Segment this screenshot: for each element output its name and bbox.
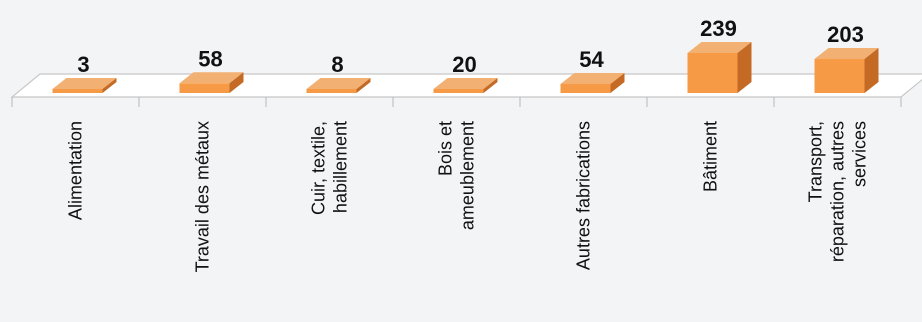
axis-ticks — [11, 97, 902, 107]
data-label: 3 — [77, 52, 89, 77]
bar — [433, 78, 498, 93]
data-label: 20 — [452, 52, 476, 77]
data-label: 54 — [579, 47, 604, 72]
bar-front — [814, 59, 865, 93]
tick-label: Transport, réparation, autres services — [806, 121, 870, 262]
value-labels: 3 58 8 20 54 239 203 — [77, 16, 863, 77]
bar-front — [433, 89, 484, 93]
tick-label: Travail des métaux — [193, 121, 213, 272]
category-labels: Alimentation Travail des métaux Cuir, text… — [66, 121, 870, 272]
bar — [179, 72, 244, 93]
bar-front — [687, 53, 738, 93]
bars — [52, 42, 879, 93]
bar-side — [356, 78, 371, 93]
tick-label: Autres fabrications — [574, 121, 594, 270]
bar-top — [687, 42, 752, 53]
tick-label: Bâtiment — [701, 121, 721, 192]
bar-top — [179, 72, 244, 84]
bar-side — [102, 78, 117, 93]
bar-front — [560, 83, 611, 93]
bar — [306, 78, 371, 93]
tick-label: Bois et ameublement — [436, 121, 478, 230]
bar — [814, 48, 879, 93]
bar-front — [52, 89, 103, 93]
bar-side — [737, 42, 752, 93]
data-label: 8 — [331, 52, 343, 77]
bar-top — [52, 78, 117, 89]
bar-front — [306, 89, 357, 93]
bar-side — [483, 78, 498, 93]
tick-label: Alimentation — [66, 121, 86, 220]
bar-top — [306, 78, 371, 89]
bar — [687, 42, 752, 93]
bar-side — [864, 48, 879, 93]
bar-side — [610, 72, 625, 93]
bar — [52, 78, 117, 93]
data-label: 58 — [198, 46, 222, 71]
bar-top — [560, 72, 625, 84]
bar-side — [229, 72, 244, 93]
tick-label: Cuir, textile, habillement — [309, 121, 351, 215]
bar-top — [433, 78, 498, 89]
bar-front — [179, 83, 230, 93]
data-label: 239 — [700, 16, 737, 41]
bar — [560, 72, 625, 93]
bar-top — [814, 48, 879, 60]
data-label: 203 — [827, 22, 864, 47]
